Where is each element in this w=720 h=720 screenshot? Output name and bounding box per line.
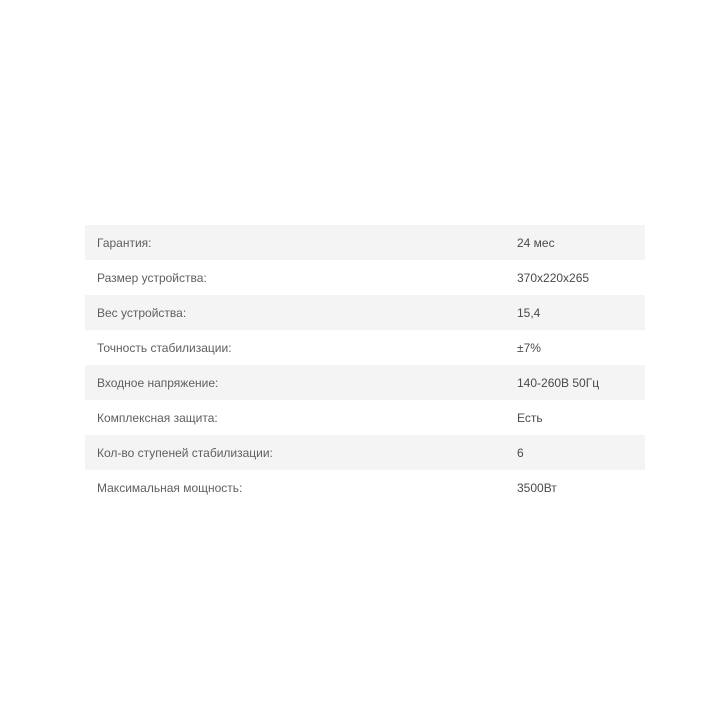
table-row: Вес устройства: 15,4: [85, 295, 645, 330]
spec-value: 140-260В 50Гц: [515, 376, 645, 390]
table-row: Гарантия: 24 мес: [85, 225, 645, 260]
spec-label: Точность стабилизации:: [85, 341, 515, 355]
spec-label: Комплексная защита:: [85, 411, 515, 425]
spec-label: Входное напряжение:: [85, 376, 515, 390]
specifications-table: Гарантия: 24 мес Размер устройства: 370х…: [85, 225, 645, 505]
spec-value: 15,4: [515, 306, 645, 320]
spec-label: Кол-во ступеней стабилизации:: [85, 446, 515, 460]
spec-value: 24 мес: [515, 236, 645, 250]
table-row: Входное напряжение: 140-260В 50Гц: [85, 365, 645, 400]
spec-value: Есть: [515, 411, 645, 425]
table-row: Максимальная мощность: 3500Вт: [85, 470, 645, 505]
spec-value: 6: [515, 446, 645, 460]
table-row: Точность стабилизации: ±7%: [85, 330, 645, 365]
spec-value: ±7%: [515, 341, 645, 355]
table-row: Комплексная защита: Есть: [85, 400, 645, 435]
spec-value: 370х220х265: [515, 271, 645, 285]
spec-label: Максимальная мощность:: [85, 481, 515, 495]
spec-label: Гарантия:: [85, 236, 515, 250]
table-row: Размер устройства: 370х220х265: [85, 260, 645, 295]
table-row: Кол-во ступеней стабилизации: 6: [85, 435, 645, 470]
spec-label: Размер устройства:: [85, 271, 515, 285]
spec-value: 3500Вт: [515, 481, 645, 495]
spec-label: Вес устройства:: [85, 306, 515, 320]
